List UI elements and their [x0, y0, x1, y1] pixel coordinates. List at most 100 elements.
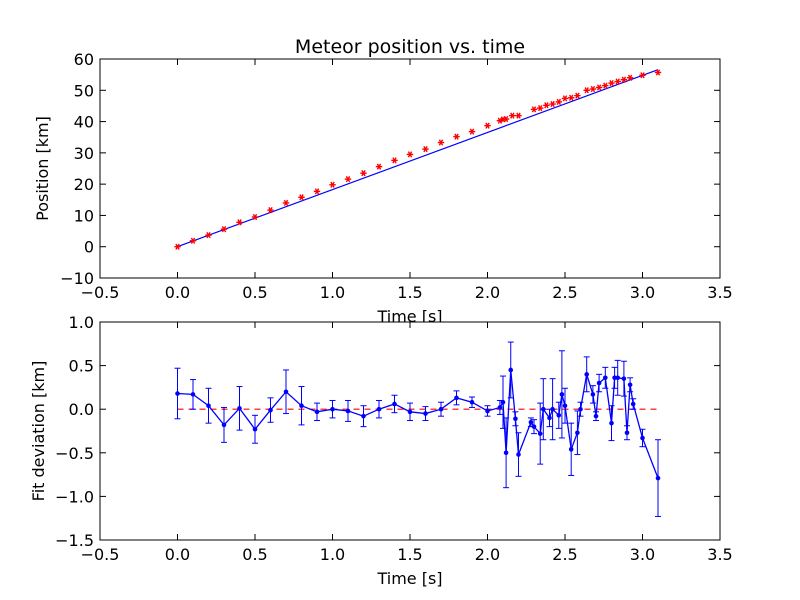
measured-point [589, 85, 597, 93]
position-plot-frame [99, 58, 721, 279]
deviation-point [330, 406, 335, 412]
y-tick-label: −10 [60, 269, 94, 288]
measured-point [468, 128, 476, 135]
deviation-series [175, 367, 661, 481]
deviation-point [407, 409, 413, 415]
measured-point [549, 100, 556, 108]
measured-point [530, 106, 538, 113]
measured-point [543, 102, 550, 109]
x-tick-label: 2.5 [552, 545, 577, 564]
measured-point [406, 151, 414, 158]
x-tick-label: 0.5 [242, 545, 267, 564]
deviation-point [497, 405, 503, 410]
position-x-axis-label: Time [s] [376, 307, 442, 326]
deviation-point [575, 430, 580, 436]
measured-point [626, 74, 634, 81]
x-tick-label: 3.0 [630, 283, 655, 302]
x-tick-label: 2.0 [475, 283, 500, 302]
measured-point [375, 163, 383, 170]
x-tick-label: 0.0 [165, 283, 190, 302]
x-tick-label: 1.5 [397, 545, 422, 564]
measured-point [220, 226, 228, 233]
deviation-panel: −0.5 0.0 0.5 1.0 1.5 2.0 2.5 3.0 3.5 −1.5−1.0−0.… [29, 313, 733, 588]
deviation-point [500, 399, 506, 405]
measured-point [282, 199, 290, 207]
deviation-point [345, 408, 351, 414]
deviation-point [283, 389, 289, 395]
position-panel: −0.5 0.0 0.5 1.0 1.5 2.0 2.5 3.0 3.5 −10 0 10 20 30 4… [33, 36, 733, 326]
y-tick-label: 50 [74, 81, 94, 100]
position-y-ticks: −10 0 10 20 30 40 50 60 [60, 50, 720, 288]
chart-title: Meteor position vs. time [295, 36, 525, 58]
x-tick-label: −0.5 [81, 545, 120, 564]
measured-point [267, 206, 274, 214]
deviation-point [376, 406, 382, 412]
deviation-point [299, 403, 304, 409]
x-tick-label: 3.5 [707, 283, 732, 302]
deviation-point [221, 422, 227, 428]
deviation-point [584, 372, 589, 377]
deviation-x-ticks: −0.5 0.0 0.5 1.0 1.5 2.0 2.5 3.0 3.5 [81, 322, 733, 564]
y-tick-label: 0.5 [69, 357, 94, 376]
measured-point [561, 95, 569, 102]
deviation-point [541, 406, 546, 412]
x-tick-label: −0.5 [81, 283, 120, 302]
measured-points-series [174, 69, 662, 250]
measured-point [329, 181, 336, 188]
deviation-point [454, 395, 459, 401]
x-tick-label: 2.0 [475, 545, 500, 564]
measured-point [654, 69, 662, 76]
measured-point [437, 139, 445, 146]
deviation-point [568, 447, 574, 452]
y-tick-label: 1.0 [69, 313, 94, 332]
measured-point [236, 219, 243, 226]
deviation-point [531, 424, 537, 429]
measured-point [583, 87, 590, 94]
measured-point [391, 157, 398, 164]
y-tick-label: 20 [74, 175, 94, 194]
x-tick-label: 2.5 [552, 283, 577, 302]
deviation-point [190, 392, 196, 397]
measured-point [453, 133, 460, 140]
deviation-point [578, 406, 583, 412]
deviation-x-axis-label: Time [s] [376, 569, 442, 588]
measured-point [509, 112, 516, 119]
measured-point [568, 94, 575, 101]
deviation-point [593, 413, 599, 419]
deviation-point [547, 415, 552, 421]
measured-point [620, 76, 628, 83]
measured-point [344, 176, 352, 183]
measured-point [595, 84, 603, 91]
deviation-point [485, 408, 490, 414]
measured-point [614, 78, 621, 85]
x-tick-label: 3.0 [630, 545, 655, 564]
measured-point [298, 194, 305, 201]
y-tick-label: −0.5 [55, 444, 94, 463]
y-tick-label: −1.0 [55, 487, 94, 506]
y-tick-label: −1.5 [55, 531, 94, 550]
deviation-point [469, 399, 475, 405]
deviation-point [590, 392, 596, 397]
measured-point [639, 72, 646, 79]
y-tick-label: 30 [74, 144, 94, 163]
measured-point [515, 112, 522, 119]
x-tick-label: 1.0 [320, 545, 345, 564]
deviation-point [624, 430, 630, 436]
deviation-point [603, 375, 608, 381]
deviation-point [237, 406, 242, 411]
deviation-point [615, 375, 620, 381]
deviation-point [627, 382, 633, 388]
y-tick-label: 0 [84, 238, 94, 257]
deviation-point [503, 450, 509, 456]
measured-point [537, 104, 544, 112]
measured-point [205, 232, 212, 239]
deviation-point [516, 452, 521, 457]
deviation-point [609, 420, 614, 426]
deviation-point [252, 426, 258, 432]
deviation-point [550, 406, 555, 412]
x-tick-label: 0.5 [242, 283, 267, 302]
deviation-point [175, 391, 180, 396]
x-tick-label: 0.0 [165, 545, 190, 564]
deviation-point [423, 411, 428, 416]
